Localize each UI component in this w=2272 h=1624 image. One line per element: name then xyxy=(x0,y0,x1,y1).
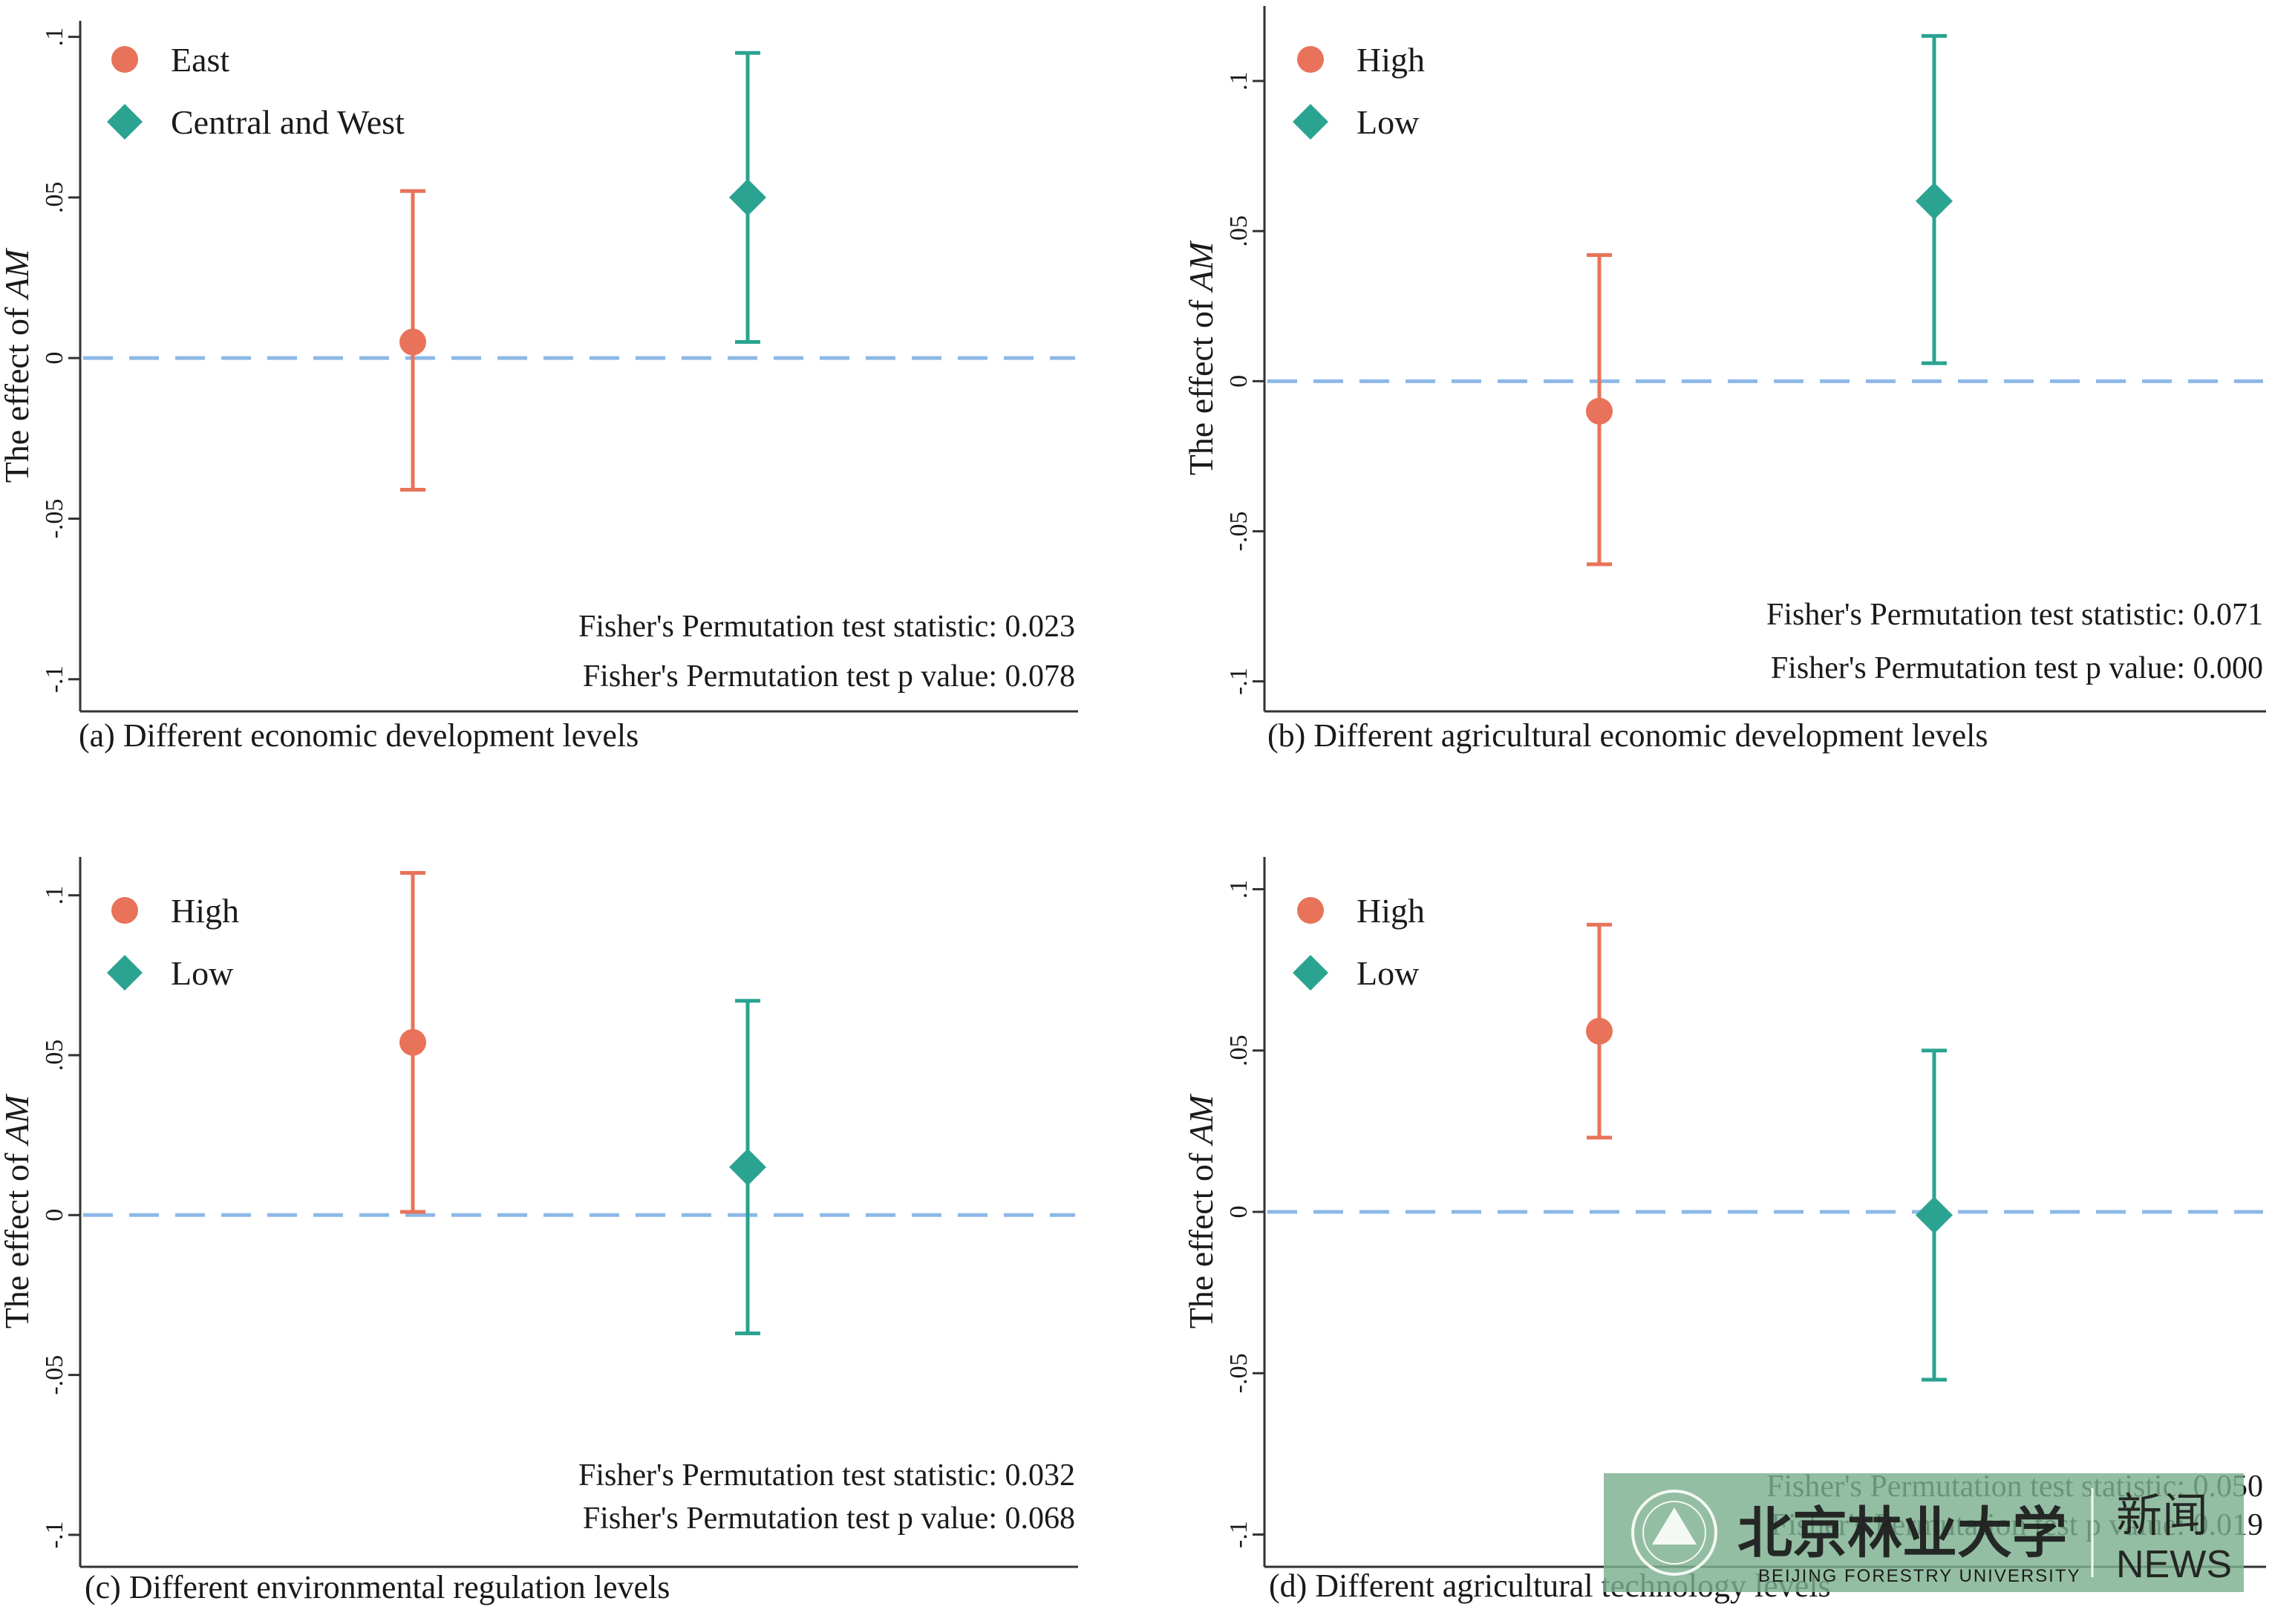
y-axis-title-prefix: The effect of xyxy=(0,1144,36,1328)
panel-caption: (a) Different economic development level… xyxy=(79,717,639,754)
legend-label: Low xyxy=(1357,103,1420,141)
series-central-and-west xyxy=(729,50,766,345)
y-tick-label: -.05 xyxy=(1225,512,1253,552)
legend-label: East xyxy=(171,41,229,79)
y-tick-label: -.1 xyxy=(1225,1521,1253,1548)
y-tick-label: -.05 xyxy=(41,1355,68,1395)
watermark-news-cn: 新闻 xyxy=(2116,1488,2208,1542)
y-axis-title-prefix: The effect of xyxy=(1182,1144,1220,1328)
panel-caption: (b) Different agricultural economic deve… xyxy=(1267,717,1988,754)
series-high xyxy=(399,871,426,1214)
point-estimate-diamond xyxy=(729,1148,766,1186)
panel-caption: (c) Different environmental regulation l… xyxy=(85,1569,670,1605)
watermark-background xyxy=(1604,1473,2244,1592)
point-estimate-diamond xyxy=(729,178,766,216)
y-tick-label: .05 xyxy=(41,182,68,214)
y-tick-label: .05 xyxy=(1225,1034,1253,1066)
y-tick-label: -.1 xyxy=(41,1522,68,1549)
point-estimate-diamond xyxy=(1916,182,1953,220)
y-axis-title: The effect of AM xyxy=(1182,240,1220,475)
legend-circle-icon xyxy=(111,897,138,924)
legend-label: High xyxy=(1357,892,1425,930)
fisher-test-annotation: Fisher's Permutation test p value: 0.078 xyxy=(583,659,1075,694)
point-estimate-circle xyxy=(399,328,426,356)
y-tick-label: 0 xyxy=(41,352,68,365)
y-tick-label: .1 xyxy=(1225,880,1253,899)
y-tick-label: .05 xyxy=(1225,215,1253,247)
y-tick-label: -.1 xyxy=(1225,668,1253,695)
legend-diamond-icon xyxy=(1293,955,1328,991)
y-axis-title: The effect of AM xyxy=(0,1093,36,1328)
y-tick-label: 0 xyxy=(41,1209,68,1222)
y-tick-label: 0 xyxy=(1225,1206,1253,1219)
fisher-test-annotation: Fisher's Permutation test statistic: 0.0… xyxy=(578,1458,1075,1493)
watermark-news-en: NEWS xyxy=(2116,1543,2232,1586)
y-axis-title-prefix: The effect of xyxy=(0,299,36,483)
y-tick-label: -.05 xyxy=(1225,1353,1253,1393)
panel-a: .1 .05 0 -.05 -.1 The effect of AM East Central… xyxy=(0,21,1078,754)
y-axis-title-variable: AM xyxy=(0,247,36,301)
y-tick-label: .1 xyxy=(1225,71,1253,91)
fisher-test-annotation: Fisher's Permutation test statistic: 0.0… xyxy=(1766,598,2263,632)
university-seal-inner-ring xyxy=(1642,1501,1706,1565)
series-low xyxy=(1916,33,1953,365)
legend-circle-icon xyxy=(111,46,138,73)
y-tick-label: -.1 xyxy=(41,665,68,693)
point-estimate-diamond xyxy=(1916,1196,1953,1234)
y-axis-title-variable: AM xyxy=(0,1093,36,1147)
point-estimate-circle xyxy=(1586,397,1613,425)
legend-circle-icon xyxy=(1297,897,1324,924)
y-axis-title-prefix: The effect of xyxy=(1182,291,1220,475)
series-high xyxy=(1586,253,1613,567)
fisher-test-annotation: Fisher's Permutation test statistic: 0.0… xyxy=(578,610,1075,644)
point-estimate-circle xyxy=(399,1028,426,1056)
watermark-university-english: BEIJING FORESTRY UNIVERSITY xyxy=(1758,1566,2081,1586)
y-axis-title-variable: AM xyxy=(1182,240,1220,293)
fisher-test-annotation: Fisher's Permutation test p value: 0.000 xyxy=(1771,651,2263,685)
y-tick-label: -.05 xyxy=(41,499,68,539)
legend-circle-icon xyxy=(1297,46,1324,73)
series-high xyxy=(1586,922,1613,1140)
series-low xyxy=(729,999,766,1336)
y-tick-label: .1 xyxy=(41,27,68,47)
panel-b: .1 .05 0 -.05 -.1 The effect of AM High Low Fish… xyxy=(1182,6,2266,754)
watermark-university-name: 北京林业大学 xyxy=(1737,1504,2067,1565)
legend-label: Central and West xyxy=(171,103,405,141)
y-axis-title: The effect of AM xyxy=(0,247,36,483)
legend-label: High xyxy=(1357,41,1425,79)
y-tick-label: 0 xyxy=(1225,375,1253,388)
fisher-test-annotation: Fisher's Permutation test p value: 0.068 xyxy=(583,1501,1075,1536)
legend-label: Low xyxy=(1357,954,1420,992)
panel-c: .1 .05 0 -.05 -.1 The effect of AM High Low Fish… xyxy=(0,857,1078,1605)
point-estimate-circle xyxy=(1586,1017,1613,1045)
legend-label: High xyxy=(171,892,239,930)
y-axis-title: The effect of AM xyxy=(1182,1093,1220,1328)
y-tick-label: .1 xyxy=(41,886,68,905)
university-seal-icon xyxy=(1631,1490,1717,1576)
legend-diamond-icon xyxy=(107,104,143,140)
seal-tree-icon xyxy=(1652,1507,1697,1545)
series-east xyxy=(399,189,426,492)
legend-diamond-icon xyxy=(1293,104,1328,140)
series-low xyxy=(1916,1049,1953,1382)
y-tick-label: .05 xyxy=(41,1040,68,1072)
y-axis-title-variable: AM xyxy=(1182,1093,1220,1147)
legend-label: Low xyxy=(171,954,234,992)
legend-diamond-icon xyxy=(107,955,143,991)
